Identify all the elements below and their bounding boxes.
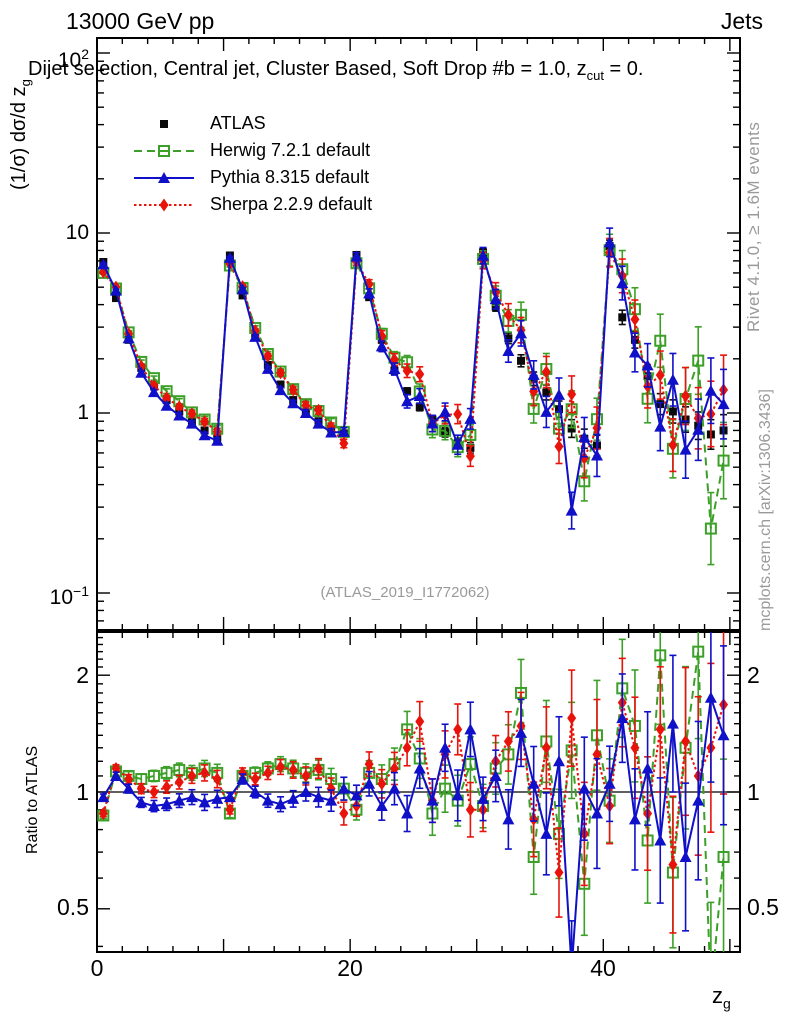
legend-row-atlas: ATLAS xyxy=(132,110,372,137)
subtitle-subscript: cut xyxy=(586,68,604,83)
selection-subtitle: Dijet selection, Central jet, Cluster Ba… xyxy=(28,58,643,83)
legend-row-herwig: Herwig 7.2.1 default xyxy=(132,137,372,164)
xtick-20: 20 xyxy=(337,955,363,981)
ratio-tick-05-right: 0.5 xyxy=(747,894,779,920)
legend-label-sherpa: Sherpa 2.2.9 default xyxy=(210,194,373,214)
legend-label-herwig: Herwig 7.2.1 default xyxy=(210,140,371,160)
ratio-tick-05-left: 0.5 xyxy=(57,894,89,920)
sherpa-marker-icon xyxy=(134,198,194,211)
herwig-marker-icon xyxy=(134,144,194,157)
ratio-tick-1-right: 1 xyxy=(747,779,760,805)
beam-energy-title: 13000 GeV pp xyxy=(66,8,215,34)
atlas-marker-icon xyxy=(160,119,168,128)
xtick-40: 40 xyxy=(590,955,616,981)
process-title: Jets xyxy=(720,8,763,34)
analysis-id-watermark: (ATLAS_2019_I1772062) xyxy=(320,584,490,601)
legend-row-pythia: Pythia 8.315 default xyxy=(132,164,372,191)
subtitle-text: Dijet selection, Central jet, Cluster Ba… xyxy=(28,58,587,80)
ratio-tick-1-left: 1 xyxy=(76,779,89,805)
xtick-0: 0 xyxy=(90,955,104,981)
ratio-tick-2-right: 2 xyxy=(747,662,760,688)
y-axis-label-ratio: Ratio to ATLAS xyxy=(24,745,41,854)
mcplots-citation-note: mcplots.cern.ch [arXiv:1306.3436] xyxy=(757,389,774,631)
y-axis-label-main: (1/σ) dσ/d zg xyxy=(8,79,33,190)
ratio-tick-2-left: 2 xyxy=(76,662,89,688)
rivet-version-note: Rivet 4.1.0, ≥ 1.6M events xyxy=(744,121,763,332)
ytick-1: 1 xyxy=(77,401,89,424)
ytick-0p1: 10−1 xyxy=(49,583,89,609)
x-axis-label: zg xyxy=(712,983,731,1012)
legend-label-atlas: ATLAS xyxy=(210,113,266,133)
subtitle-tail: = 0. xyxy=(603,58,644,80)
legend-label-pythia: Pythia 8.315 default xyxy=(210,167,370,187)
pythia-marker-icon xyxy=(134,171,194,183)
legend-row-sherpa: Sherpa 2.2.9 default xyxy=(132,191,372,218)
legend: ATLAS Herwig 7.2.1 default Pythia 8.315 … xyxy=(132,110,372,218)
ytick-10: 10 xyxy=(65,221,89,244)
ytick-100: 102 xyxy=(57,46,89,72)
